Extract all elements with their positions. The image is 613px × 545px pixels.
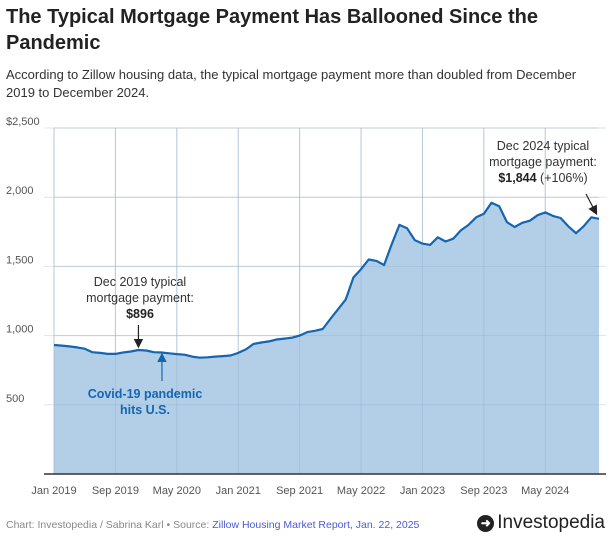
y-tick-label: 2,000: [6, 185, 34, 197]
area-fill: [54, 202, 599, 474]
annotation-line: Dec 2024 typical: [496, 139, 590, 153]
y-tick-label: $2,500: [6, 116, 40, 128]
annotation-line: Covid-19 pandemic: [87, 387, 203, 401]
x-tick-label: Sep 2021: [276, 485, 323, 497]
annotation-dec-2019: Dec 2019 typical mortgage payment: $896: [70, 274, 210, 322]
annotation-line: Dec 2019 typical: [93, 275, 187, 289]
annotation-value: $896: [126, 307, 154, 321]
logo-text: Investopedia: [497, 512, 605, 533]
arrow-dec-2024: [585, 193, 598, 216]
credit-text: Chart: Investopedia / Sabrina Karl • Sou…: [6, 519, 213, 531]
x-tick-label: Jan 2023: [400, 485, 445, 497]
x-tick-label: Jan 2021: [216, 485, 261, 497]
annotation-line: mortgage payment:: [86, 291, 194, 305]
x-tick-label: Jan 2019: [31, 485, 76, 497]
investopedia-logo: ➜ Investopedia: [477, 512, 605, 534]
x-tick-label: Sep 2023: [460, 485, 507, 497]
logo-icon: ➜: [477, 514, 495, 532]
annotation-value: $1,844: [498, 171, 537, 185]
annotation-covid: Covid-19 pandemic hits U.S.: [75, 386, 215, 418]
source-link[interactable]: Zillow Housing Market Report, Jan. 22, 2…: [212, 519, 420, 531]
y-tick-label: 500: [6, 393, 24, 405]
chart-title: The Typical Mortgage Payment Has Balloon…: [6, 6, 538, 54]
annotation-percent: (+106%): [540, 171, 588, 185]
series-line: [53, 201, 600, 359]
y-tick-label: 1,000: [6, 324, 34, 336]
footer-credit: Chart: Investopedia / Sabrina Karl • Sou…: [6, 519, 419, 531]
chart-subtitle: According to Zillow housing data, the ty…: [6, 67, 577, 100]
y-tick-label: 1,500: [6, 254, 34, 266]
x-tick-label: May 2022: [337, 485, 385, 497]
x-tick-label: May 2024: [521, 485, 569, 497]
annotation-line: mortgage payment:: [489, 155, 597, 169]
x-tick-label: May 2020: [153, 485, 201, 497]
annotation-line: hits U.S.: [119, 403, 170, 417]
annotation-dec-2024: Dec 2024 typical mortgage payment: $1,84…: [478, 138, 608, 186]
x-tick-label: Sep 2019: [92, 485, 139, 497]
